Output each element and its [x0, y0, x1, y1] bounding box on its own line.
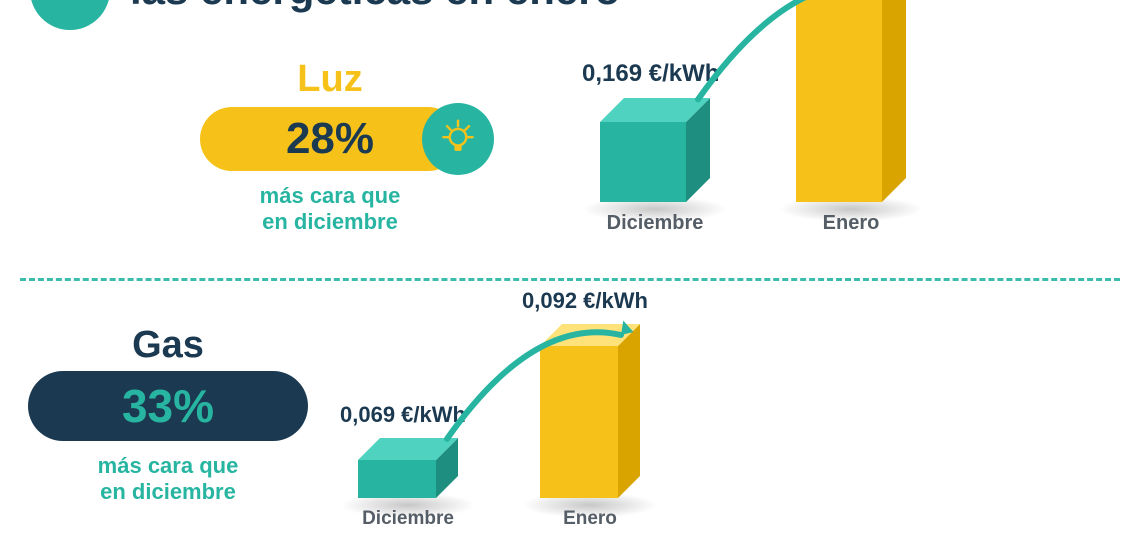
lightbulb-icon [422, 103, 494, 175]
gas-subtitle-l1: más cara que [98, 453, 239, 478]
bar-month-label: Diciembre [590, 212, 720, 235]
gas-bar-chart-a: 0,069 €/kWhDiciembre0,092 €/kWhEnero [330, 288, 710, 538]
luz-subtitle: más cara que en diciembre [170, 183, 490, 236]
section-divider [20, 278, 1120, 281]
gas-subtitle-l2: en diciembre [100, 479, 236, 504]
luz-summary: Luz 28% más cara que e [170, 58, 490, 236]
luz-pill: 28% [200, 107, 460, 171]
luz-title: Luz [170, 58, 490, 101]
bar-month-label: Enero [786, 212, 916, 235]
gas-summary: Gas 33% más cara que en diciembre [18, 324, 318, 506]
gas-subtitle: más cara que en diciembre [18, 453, 318, 506]
luz-section: Luz 28% más cara que e [0, 10, 1140, 270]
luz-subtitle-l2: en diciembre [262, 209, 398, 234]
bar-month-label: Diciembre [348, 508, 468, 530]
gas-title: Gas [18, 324, 318, 367]
chart-bar [358, 460, 436, 498]
luz-bar-chart: 0,169 €/kWhDiciembre0,2163 €/kWhEnero [560, 0, 980, 240]
gas-pill: 33% [28, 371, 308, 441]
increase-arrow-icon [437, 301, 639, 465]
luz-subtitle-l1: más cara que [260, 183, 401, 208]
bar-month-label: Enero [530, 508, 650, 530]
gas-section: Gas 33% más cara que en diciembre 0,069 … [0, 298, 1140, 541]
gas-percent: 33% [122, 383, 214, 429]
chart-bar [600, 122, 686, 202]
increase-arrow-icon [688, 0, 904, 125]
luz-percent: 28% [286, 117, 374, 161]
